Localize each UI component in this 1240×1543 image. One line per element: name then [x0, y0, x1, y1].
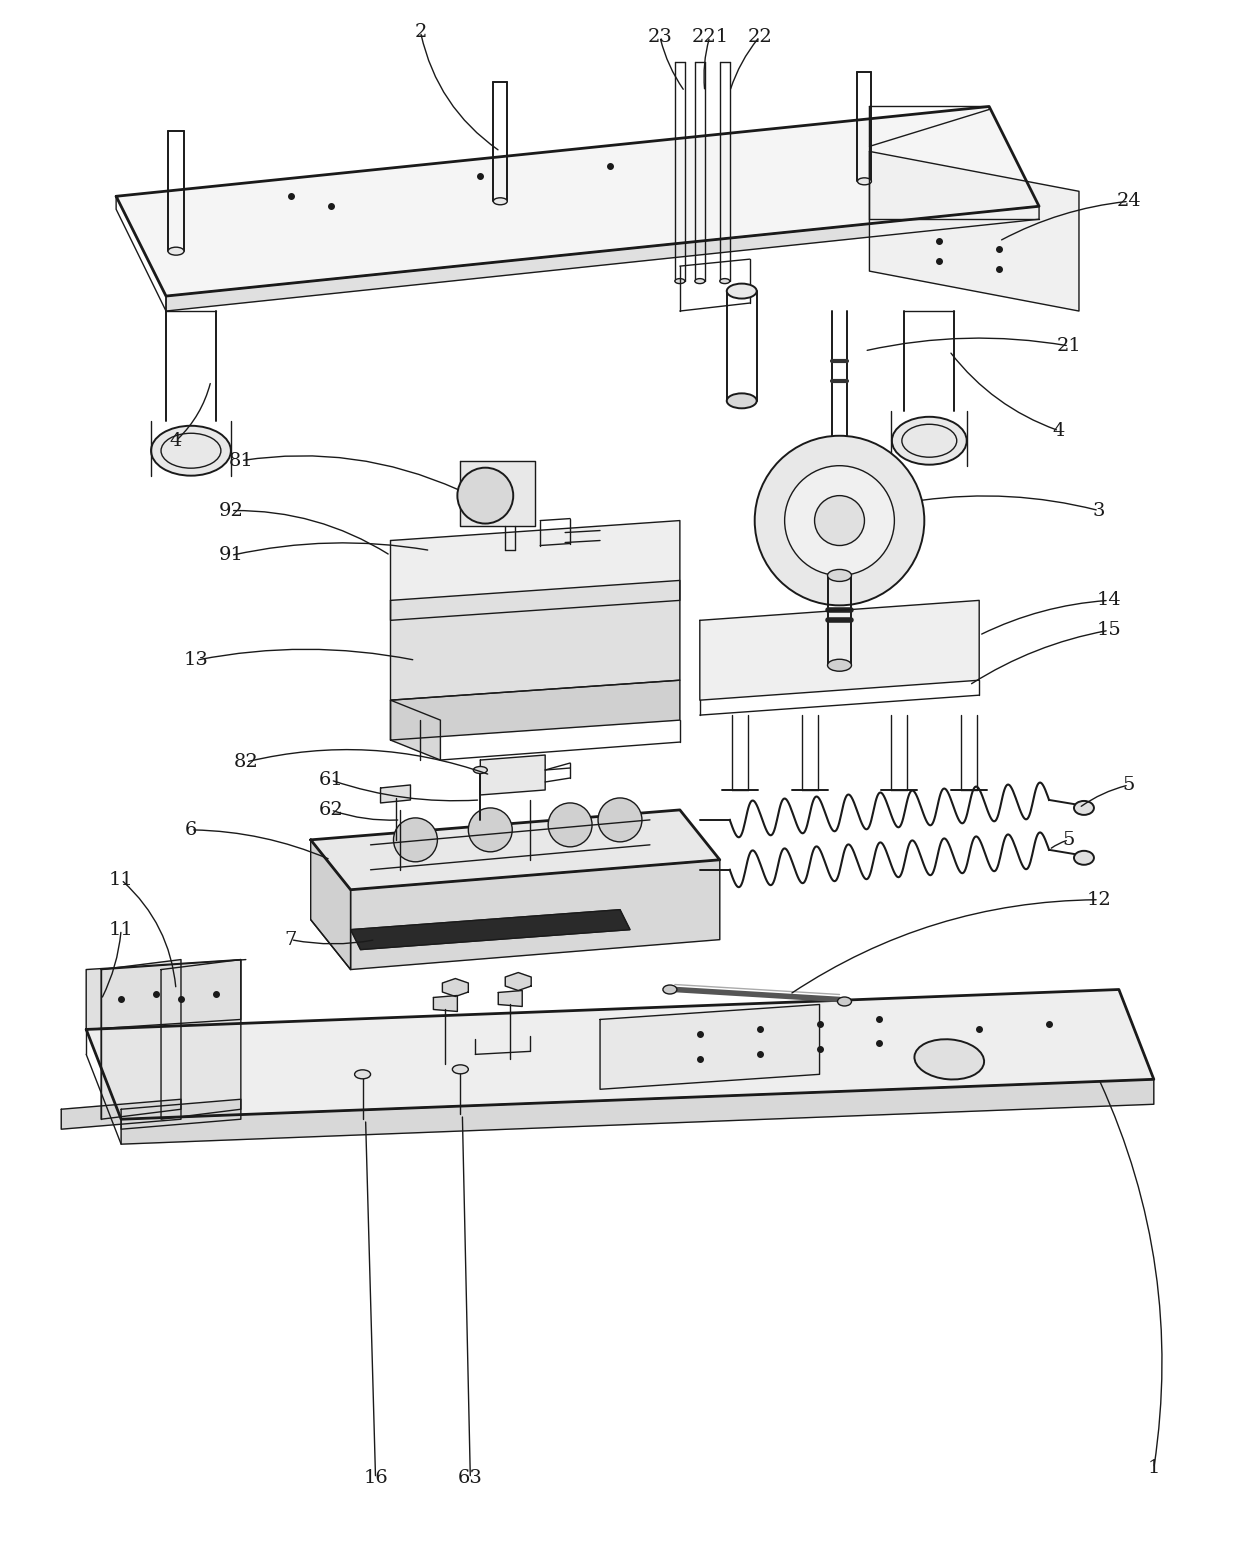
Polygon shape: [869, 151, 1079, 312]
Text: 14: 14: [1096, 591, 1121, 609]
Polygon shape: [600, 1004, 820, 1089]
Ellipse shape: [694, 279, 704, 284]
Text: 1: 1: [1147, 1460, 1159, 1478]
Text: 5: 5: [1063, 830, 1075, 849]
Text: 11: 11: [109, 870, 134, 889]
Text: 7: 7: [284, 930, 296, 949]
Text: 23: 23: [647, 28, 672, 46]
Circle shape: [458, 468, 513, 523]
Text: 11: 11: [109, 921, 134, 938]
Circle shape: [785, 466, 894, 576]
Polygon shape: [699, 600, 980, 701]
Polygon shape: [443, 978, 469, 997]
Text: 12: 12: [1086, 890, 1111, 909]
Polygon shape: [102, 960, 181, 1119]
Circle shape: [393, 818, 438, 863]
Polygon shape: [122, 1079, 1153, 1145]
Polygon shape: [311, 839, 351, 969]
Polygon shape: [391, 580, 680, 701]
Polygon shape: [498, 991, 522, 1006]
Ellipse shape: [858, 177, 872, 185]
Circle shape: [469, 809, 512, 852]
Text: 6: 6: [185, 821, 197, 839]
Text: 3: 3: [1092, 501, 1105, 520]
Polygon shape: [122, 1099, 241, 1129]
Ellipse shape: [453, 1065, 469, 1074]
Polygon shape: [480, 755, 546, 795]
Ellipse shape: [494, 198, 507, 205]
Polygon shape: [87, 989, 1153, 1119]
Ellipse shape: [837, 997, 852, 1006]
Polygon shape: [460, 461, 536, 526]
Text: 13: 13: [184, 651, 208, 670]
Ellipse shape: [167, 247, 184, 255]
Ellipse shape: [727, 284, 756, 298]
Polygon shape: [351, 910, 630, 949]
Polygon shape: [61, 1099, 181, 1129]
Ellipse shape: [827, 569, 852, 582]
Polygon shape: [351, 859, 719, 969]
Text: 81: 81: [228, 452, 253, 469]
Circle shape: [548, 802, 591, 847]
Ellipse shape: [827, 659, 852, 671]
Text: 22: 22: [748, 28, 773, 46]
Text: 82: 82: [233, 753, 258, 772]
Text: 4: 4: [1053, 421, 1065, 440]
Ellipse shape: [727, 393, 756, 409]
Polygon shape: [391, 680, 680, 741]
Polygon shape: [87, 960, 241, 1029]
Text: 91: 91: [218, 546, 243, 565]
Circle shape: [598, 798, 642, 842]
Polygon shape: [434, 995, 458, 1012]
Polygon shape: [381, 785, 410, 802]
Polygon shape: [391, 520, 680, 620]
Polygon shape: [117, 106, 1039, 296]
Text: 62: 62: [319, 801, 343, 819]
Ellipse shape: [151, 426, 231, 475]
Ellipse shape: [1074, 850, 1094, 864]
Circle shape: [815, 495, 864, 546]
Text: 4: 4: [170, 432, 182, 449]
Text: 5: 5: [1122, 776, 1135, 795]
Ellipse shape: [892, 417, 967, 464]
Text: 2: 2: [414, 23, 427, 40]
Ellipse shape: [675, 279, 684, 284]
Text: 15: 15: [1096, 622, 1121, 639]
Text: 24: 24: [1116, 193, 1141, 210]
Ellipse shape: [663, 984, 677, 994]
Ellipse shape: [474, 767, 487, 773]
Text: 21: 21: [1056, 336, 1081, 355]
Text: 61: 61: [319, 772, 343, 788]
Text: 16: 16: [363, 1469, 388, 1487]
Circle shape: [755, 435, 924, 605]
Polygon shape: [391, 701, 440, 761]
Polygon shape: [161, 960, 241, 1119]
Polygon shape: [166, 207, 1039, 312]
Ellipse shape: [914, 1040, 985, 1080]
Text: 92: 92: [218, 501, 243, 520]
Text: 221: 221: [691, 28, 728, 46]
Polygon shape: [505, 972, 531, 991]
Text: 63: 63: [458, 1469, 482, 1487]
Ellipse shape: [719, 279, 730, 284]
Ellipse shape: [355, 1069, 371, 1079]
Polygon shape: [311, 810, 719, 890]
Ellipse shape: [1074, 801, 1094, 815]
